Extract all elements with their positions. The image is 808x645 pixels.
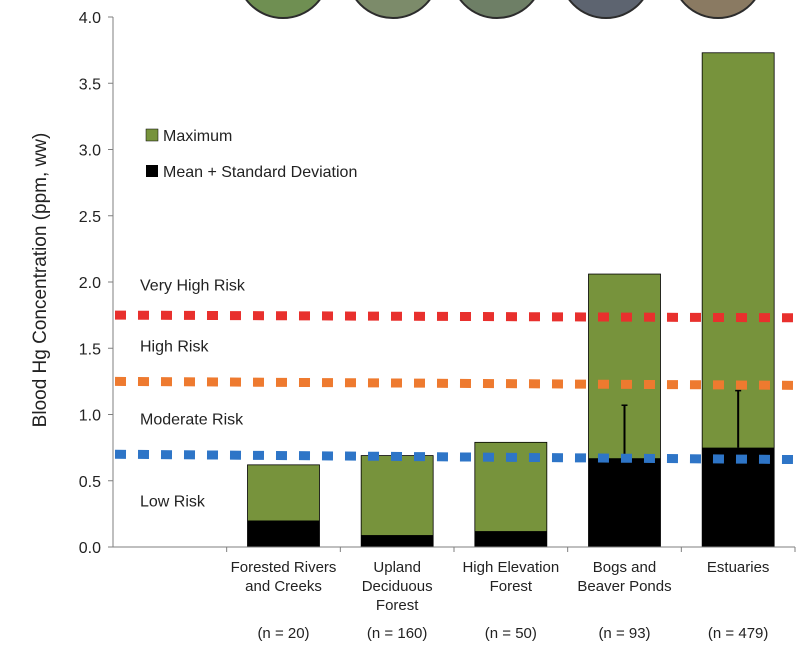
y-axis-label: Blood Hg Concentration (ppm, ww) [30, 133, 51, 428]
axes [108, 16, 796, 552]
risk-zone-label: High Risk [140, 339, 209, 356]
y-tick-labels: 0.0 0.5 1.0 1.5 2.0 2.5 3.0 3.5 4.0 [79, 10, 101, 557]
y-tick-label: 1.5 [79, 341, 101, 358]
x-category-label: Deciduous [362, 578, 433, 595]
risk-zone-label: Very High Risk [140, 278, 246, 295]
y-tick-label: 3.5 [79, 76, 101, 93]
y-tick-label: 2.0 [79, 275, 101, 292]
bars [247, 52, 775, 548]
habitat-photo-3 [459, 0, 535, 19]
y-tick-label: 3.0 [79, 143, 101, 160]
x-sample-size-label: (n = 479) [708, 625, 768, 642]
x-category-label: Upland [373, 559, 421, 576]
x-category-label: Beaver Ponds [577, 578, 671, 595]
legend-swatch-mean-sd [146, 165, 158, 177]
risk-zone-label: Low Risk [140, 494, 206, 511]
y-tick-label: 4.0 [79, 10, 101, 27]
x-category-label: Forested Rivers [231, 559, 337, 576]
legend-label-maximum: Maximum [163, 128, 232, 145]
x-category-label: Forest [376, 597, 419, 614]
bar-mean-sd [588, 458, 661, 547]
y-tick-label: 0.5 [79, 474, 101, 491]
habitat-photo-1 [245, 0, 321, 19]
bar-mean-sd [702, 447, 775, 547]
y-tick-label: 1.0 [79, 408, 101, 425]
x-category-label: and Creeks [245, 578, 322, 595]
habitat-photo-5 [680, 0, 756, 19]
x-category-label: Estuaries [707, 559, 770, 576]
bar-maximum [360, 455, 434, 548]
y-tick-label: 2.5 [79, 209, 101, 226]
risk-threshold-lines [114, 310, 796, 465]
y-tick-label: 0.0 [79, 540, 101, 557]
habitat-photo-2 [355, 0, 431, 19]
x-category-label: Forest [490, 578, 533, 595]
legend-swatch-maximum [145, 128, 159, 142]
x-sample-size-label: (n = 20) [257, 625, 309, 642]
x-sample-size-label: (n = 50) [485, 625, 537, 642]
habitat-photo-4 [568, 0, 644, 19]
risk-zone-label: Moderate Risk [140, 411, 244, 428]
legend: Maximum Mean + Standard Deviation [145, 128, 357, 181]
x-sample-size-label: (n = 160) [367, 625, 427, 642]
x-sample-size-label: (n = 93) [598, 625, 650, 642]
risk-threshold-line [114, 449, 796, 465]
risk-zone-labels: Very High Risk High Risk Moderate Risk Low … [140, 278, 246, 511]
x-category-labels: Forested Rivers and Creeks (n = 20) Upland D… [231, 559, 770, 642]
bar-mean-sd [361, 535, 434, 547]
legend-label-mean-sd: Mean + Standard Deviation [163, 164, 357, 181]
x-category-label: Bogs and [593, 559, 656, 576]
risk-threshold-line [114, 376, 796, 390]
error-bars [621, 389, 742, 459]
habitat-photo-strip [245, 0, 756, 19]
bar-mean-sd [247, 520, 320, 547]
bar-mean-sd [474, 531, 547, 547]
x-category-label: High Elevation [462, 559, 559, 576]
risk-threshold-line [114, 310, 796, 323]
